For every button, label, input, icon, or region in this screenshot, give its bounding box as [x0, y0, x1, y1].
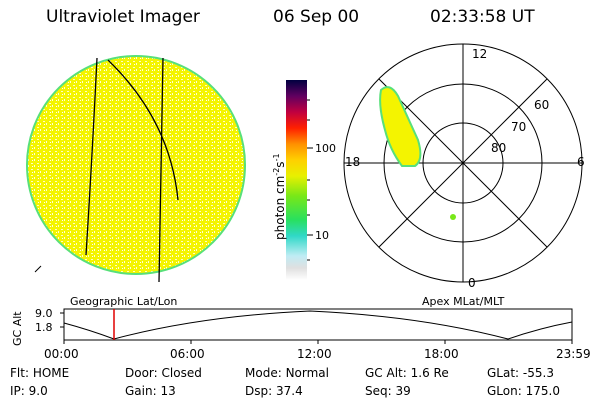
status-flt: Flt: HOME [10, 366, 70, 380]
status-glat: GLat: -55.3 [487, 366, 554, 380]
status-seq: Seq: 39 [365, 384, 411, 398]
geographic-label: Geographic Lat/Lon [70, 295, 178, 308]
status-ip: IP: 9.0 [10, 384, 48, 398]
y-tick-9: 9.0 [35, 307, 53, 320]
x-tick-1800: 18:00 [424, 347, 459, 361]
colorbar-ticks [307, 99, 313, 261]
y-tick-1-8: 1.8 [35, 321, 53, 334]
altitude-curve [63, 310, 573, 340]
status-gc-alt: GC Alt: 1.6 Re [365, 366, 449, 380]
date-label: 06 Sep 00 [273, 7, 360, 27]
mlt-label-12: 12 [472, 47, 488, 61]
colorbar-tick-100: 100 [315, 142, 336, 155]
status-mode: Mode: Normal [245, 366, 329, 380]
status-gain: Gain: 13 [125, 384, 176, 398]
colorbar-tick-10: 10 [315, 229, 329, 242]
lat-label-70: 70 [511, 120, 527, 134]
colorbar [286, 80, 307, 280]
colorbar-unit-label: photon cm-2s-1 [272, 153, 287, 240]
earth-disk-image [26, 55, 246, 283]
lat-label-60: 60 [534, 98, 550, 112]
status-dsp: Dsp: 37.4 [245, 384, 303, 398]
app-title: Ultraviolet Imager [46, 7, 200, 27]
auroral-oval [379, 86, 456, 220]
x-tick-0000: 00:00 [44, 347, 79, 361]
lat-label-80: 80 [491, 141, 507, 155]
mlt-label-6: 6 [577, 155, 585, 169]
x-tick-0600: 06:00 [170, 347, 205, 361]
status-glon: GLon: 175.0 [487, 384, 560, 398]
polar-plot [343, 43, 583, 283]
apex-label: Apex MLat/MLT [422, 295, 505, 308]
x-tick-1200: 12:00 [297, 347, 332, 361]
x-tick-2359: 23:59 [556, 347, 591, 361]
gc-alt-axis-title: GC Alt [11, 311, 24, 346]
status-door: Door: Closed [125, 366, 202, 380]
mlt-label-0: 0 [468, 276, 476, 290]
time-label: 02:33:58 UT [430, 7, 535, 27]
timeline-ticks [60, 312, 573, 344]
mlt-label-18: 18 [345, 155, 361, 169]
timeline-frame [63, 308, 573, 341]
